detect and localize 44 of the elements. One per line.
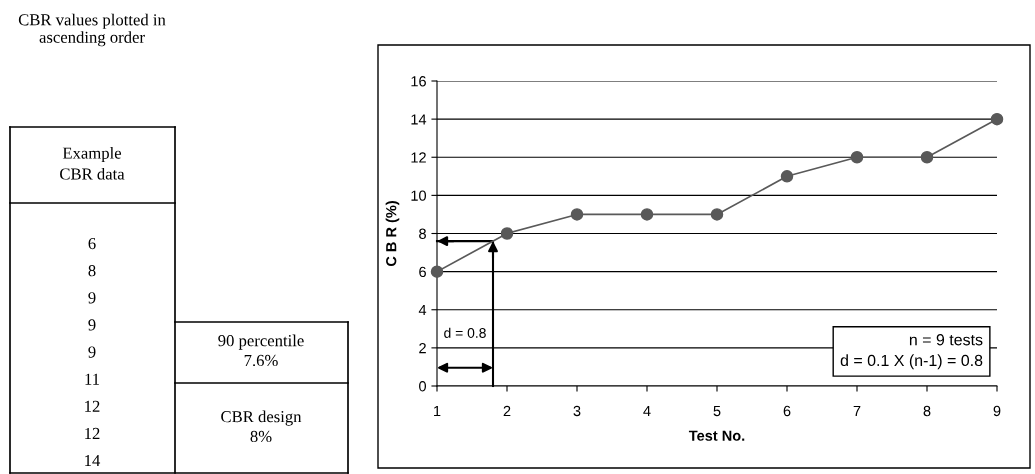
point	[640, 208, 654, 221]
annotation: n = 9 tests d = 0.1 X (n-1) = 0.8	[840, 334, 983, 370]
y-tick-label: 16	[411, 76, 426, 87]
x-tick-label: 1	[434, 405, 441, 417]
text: 12	[85, 427, 100, 439]
text: 6	[88, 237, 96, 250]
x-axis-title: Test No.	[688, 430, 745, 441]
y-tick-label: 10	[411, 190, 427, 201]
text: 90 percentile 7.6%	[218, 334, 304, 367]
text: CBR design 8%	[221, 410, 302, 443]
point	[430, 265, 444, 278]
point	[850, 150, 864, 164]
x-tick-label: 3	[573, 405, 581, 417]
text: 9	[88, 346, 96, 358]
x-tick-label: 4	[643, 405, 651, 417]
point	[920, 150, 934, 164]
point	[570, 208, 584, 221]
y-tick-label: 8	[419, 228, 426, 239]
y-tick-label: 6	[419, 266, 426, 278]
text: 8	[88, 265, 96, 277]
text: 12	[85, 400, 100, 412]
text: 11	[85, 373, 100, 385]
y-tick-label: 14	[411, 114, 427, 125]
x-tick-label: 5	[713, 405, 721, 417]
text: Example CBR data	[60, 146, 125, 180]
point	[500, 227, 514, 240]
y-tick-label: 0	[419, 381, 427, 392]
x-tick-label: 2	[503, 405, 511, 417]
point	[780, 170, 794, 183]
text: CBR values plotted in ascending order	[18, 13, 166, 47]
y-tick-label: 12	[411, 152, 426, 163]
x-tick-label: 7	[853, 405, 861, 417]
point	[710, 208, 724, 221]
x-tick-label: 6	[783, 405, 791, 417]
text: 9	[88, 292, 96, 304]
x-tick-label: 8	[923, 405, 931, 417]
annotation: d = 0.8	[444, 327, 486, 338]
text: 9	[88, 319, 96, 331]
y-axis-title: C B R (%)	[385, 201, 400, 267]
point	[990, 112, 1004, 126]
x-tick-label: 9	[993, 405, 1001, 417]
y-tick-label: 2	[419, 342, 426, 354]
y-tick-label: 4	[418, 305, 427, 316]
text: 14	[85, 455, 101, 467]
